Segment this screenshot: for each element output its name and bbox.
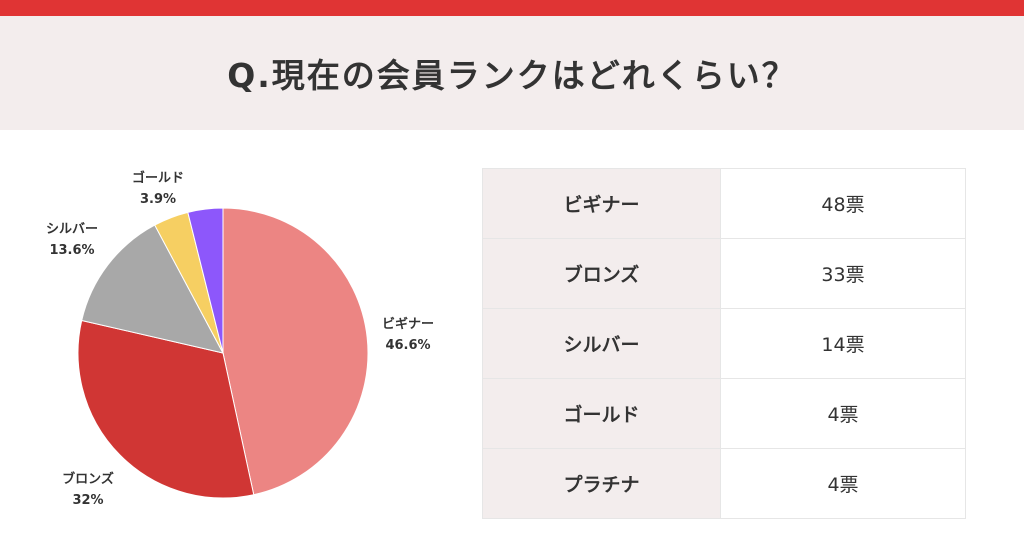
slice-name-label: ブロンズ [62,471,114,487]
rank-cell: ゴールド [482,378,721,449]
rank-cell: プラチナ [482,448,721,519]
slice-percent-label: 46.6% [385,338,430,353]
slice-percent-label: 13.6% [49,243,94,258]
pie-slice [222,207,369,496]
rank-cell: ビギナー [482,168,721,239]
top-accent-bar [0,0,1024,16]
votes-cell: 33票 [720,238,966,309]
table-row: ゴールド 4票 [482,378,966,449]
pie-slice [77,319,255,499]
votes-cell: 48票 [720,168,966,239]
votes-cell: 4票 [720,378,966,449]
header: Q.現在の会員ランクはどれくらい？ [0,16,1024,130]
slice-percent-label: 3.9% [140,192,176,207]
slice-name-label: ゴールド [132,170,184,186]
votes-cell: 14票 [720,308,966,379]
votes-table: ビギナー 48票 ブロンズ 33票 シルバー 14票 ゴールド 4票 プラチナ 4票 [482,168,966,519]
table-row: プラチナ 4票 [482,448,966,519]
slice-percent-label: 32% [72,493,103,508]
pie-chart: ビギナー 46.6% ブロンズ 32% シルバー 13.6% ゴールド 3.9% [46,170,434,508]
slice-name-label: ビギナー [382,316,434,332]
pie-slice [81,224,224,354]
rank-cell: シルバー [482,308,721,379]
table-row: ビギナー 48票 [482,168,966,239]
rank-cell: ブロンズ [482,238,721,309]
page-title: Q.現在の会員ランクはどれくらい？ [227,56,797,95]
slice-name-label: シルバー [46,222,98,237]
pie-slice [187,207,224,354]
votes-cell: 4票 [720,448,966,519]
table-row: ブロンズ 33票 [482,238,966,309]
table-row: シルバー 14票 [482,308,966,379]
